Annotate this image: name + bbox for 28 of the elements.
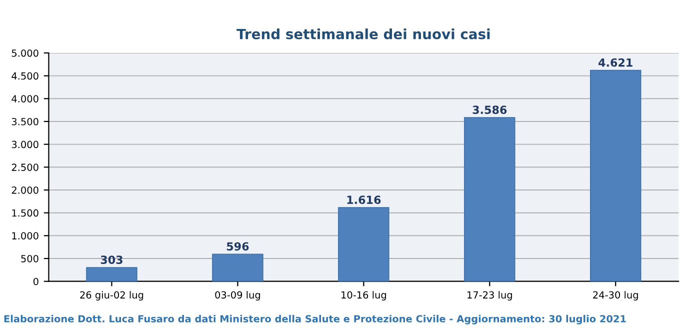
x-tick-label: 10-16 lug [342,291,386,300]
y-tick-label: 1.000 [12,232,38,240]
data-label: 596 [226,242,249,251]
data-label: 4.621 [598,58,632,67]
y-tick-label: 5.000 [12,49,38,57]
x-tick-label: 17-23 lug [468,291,512,300]
bar [212,254,264,282]
data-label: 3.586 [472,106,507,114]
data-label: 303 [100,256,122,264]
x-tick-label: 03-09 lug [215,291,260,300]
y-tick-label: 500 [21,254,38,262]
y-tick-label: 1.500 [12,209,38,217]
text: Elaborazione Dott. Luca Fusaro da dati Ministero della Salute e Protezione Civile - Aggiornamento: 30 luglio 2021 [4,314,626,324]
x-tick-label: 26 giu-02 lug [80,291,144,300]
y-tick-label: 2.500 [12,164,38,171]
bar [86,267,138,282]
y-tick-label: 4.500 [12,72,38,80]
bar [590,70,642,282]
y-tick-label: 3.500 [12,118,38,126]
x-tick-label: 24-30 lug [593,291,638,300]
y-tick-label: 4.000 [12,95,38,102]
bar [464,117,516,282]
data-label: 1.616 [347,196,381,204]
y-tick-label: 3.000 [12,140,38,148]
y-tick-label: 2.000 [12,186,38,194]
y-tick-label: 0 [33,278,38,286]
chart-title: Trend settimanale dei nuovi casi [236,28,490,40]
bar [338,207,390,282]
